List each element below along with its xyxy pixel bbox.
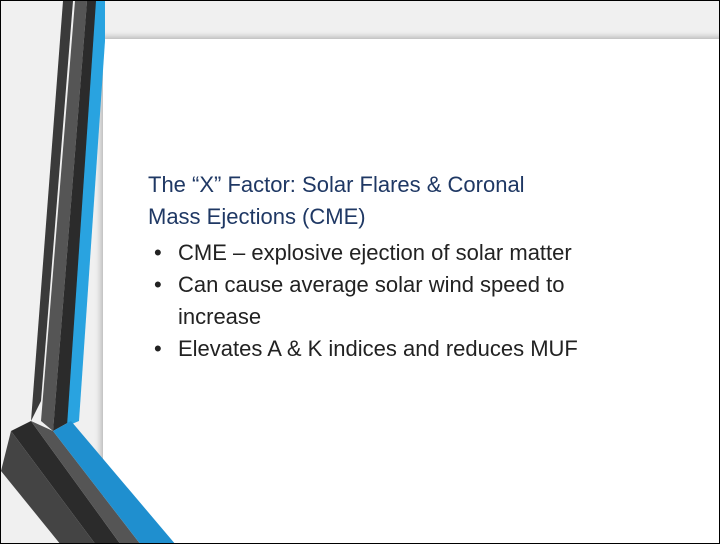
stripe [1, 431, 95, 543]
stripe [31, 1, 73, 421]
slide-title: The “X” Factor: Solar Flares & Coronal M… [148, 169, 668, 233]
title-line: The “X” Factor: Solar Flares & Coronal [148, 172, 525, 197]
bullet: CME – explosive ejection of solar matter [148, 237, 653, 269]
bullet: Elevates A & K indices and reduces MUF [148, 333, 653, 365]
stripe [11, 421, 120, 543]
stripe [53, 421, 175, 543]
stripe [31, 421, 140, 543]
bullet-list: CME – explosive ejection of solar matter… [148, 237, 668, 365]
text-body: The “X” Factor: Solar Flares & Coronal M… [148, 169, 668, 365]
title-line: Mass Ejections (CME) [148, 204, 366, 229]
bullet: Can cause average solar wind speed to in… [148, 269, 653, 333]
decoration [1, 1, 175, 543]
stripe [67, 1, 105, 426]
stripe [41, 1, 87, 431]
